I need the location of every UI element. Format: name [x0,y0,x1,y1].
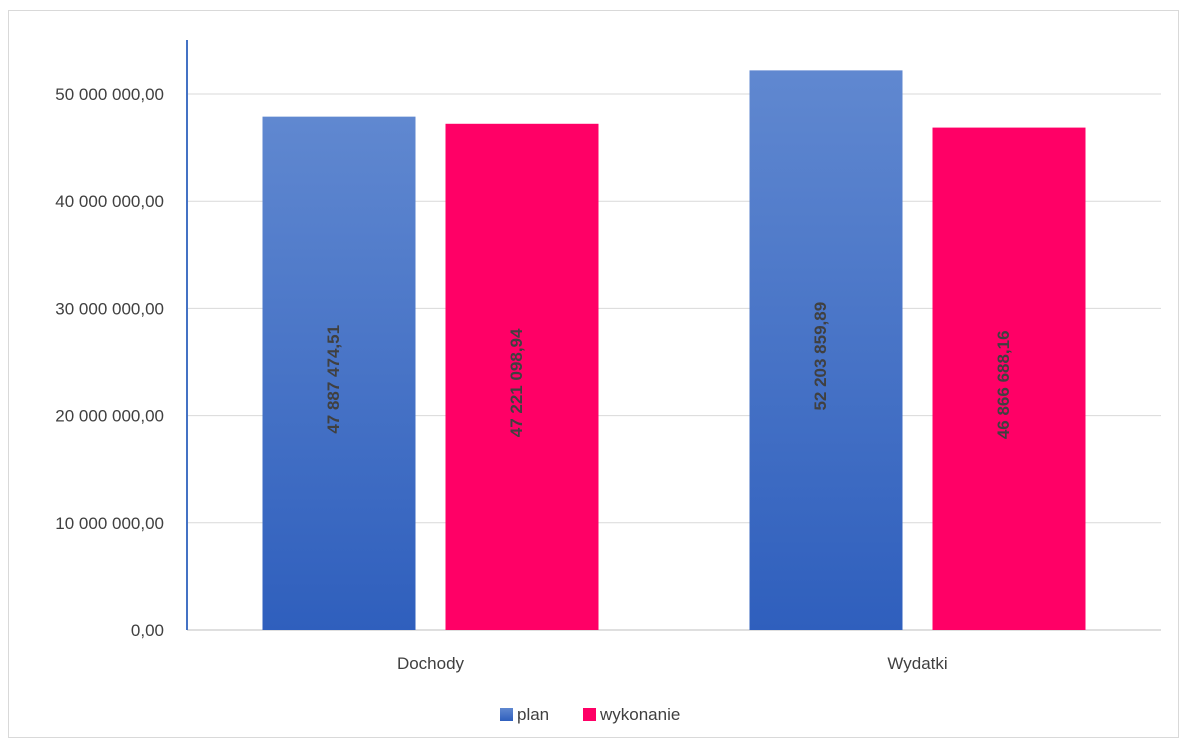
data-label: 52 203 859,89 [811,302,830,411]
bar-plan-wydatki [749,70,903,630]
y-tick-label: 20 000 000,00 [55,407,164,426]
axes: 0,00 10 000 000,00 20 000 000,00 30 000 000… [55,40,1161,673]
y-tick-label: 30 000 000,00 [55,299,164,318]
bar-wykonanie-dochody [445,123,599,630]
y-tick-label: 50 000 000,00 [55,85,164,104]
x-category-label: Wydatki [887,654,947,673]
data-label: 46 866 688,16 [994,330,1013,439]
data-labels: 47 887 474,51 47 221 098,94 52 203 859,89 4… [324,302,1013,439]
legend-label-wykonanie: wykonanie [599,705,680,724]
bar-plan-dochody [262,116,416,631]
bar-wykonanie-wydatki [932,127,1086,630]
legend-swatch-plan [500,708,513,721]
data-label: 47 221 098,94 [507,328,526,437]
x-category-label: Dochody [397,654,465,673]
y-tick-label: 10 000 000,00 [55,514,164,533]
legend-swatch-wykonanie [583,708,596,721]
y-tick-label: 40 000 000,00 [55,192,164,211]
legend: plan wykonanie [500,705,680,724]
bars [262,70,1086,631]
data-label: 47 887 474,51 [324,325,343,434]
y-tick-label: 0,00 [131,621,164,640]
legend-label-plan: plan [517,705,549,724]
